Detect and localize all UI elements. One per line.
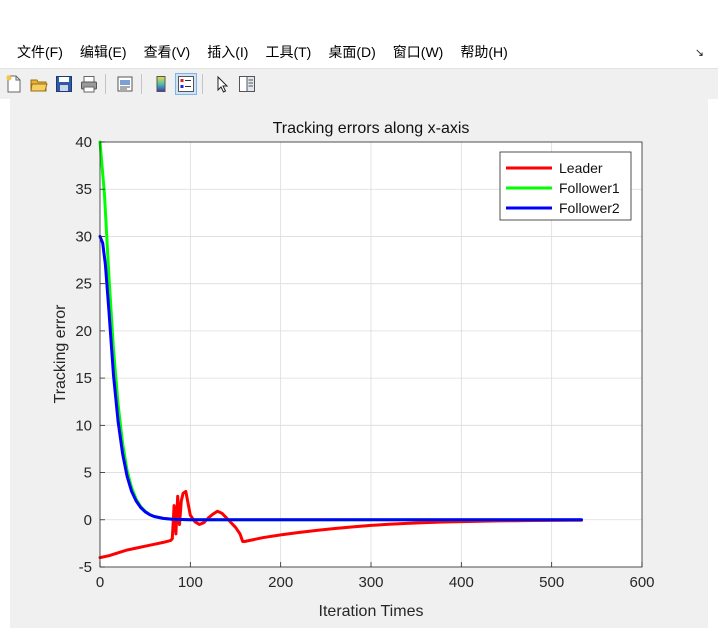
y-tick-label: 0 xyxy=(84,512,92,529)
x-tick-label: 400 xyxy=(449,574,474,591)
legend[interactable]: Leader Follower1 Follower2 xyxy=(499,151,632,221)
menu-desktop[interactable]: 桌面(D) xyxy=(328,44,376,60)
menu-file[interactable]: 文件(F) xyxy=(17,44,63,60)
y-tick-label: 40 xyxy=(75,134,92,151)
y-axis-label: Tracking error xyxy=(52,304,69,404)
colorbar-icon[interactable] xyxy=(150,73,172,95)
menu-view[interactable]: 查看(V) xyxy=(143,44,191,60)
legend-label-follower1: Follower1 xyxy=(559,180,620,196)
pointer-icon[interactable] xyxy=(211,73,233,95)
legend-label-leader: Leader xyxy=(559,160,603,176)
x-tick-label: 500 xyxy=(539,574,564,591)
save-icon[interactable] xyxy=(53,73,75,95)
property-editor-icon[interactable] xyxy=(236,73,258,95)
y-tick-label: 5 xyxy=(84,465,92,482)
x-tick-label: 300 xyxy=(358,574,383,591)
menubar-dock-arrow-icon[interactable]: ↘ xyxy=(694,47,704,59)
series-layer xyxy=(98,140,583,560)
x-tick-label: 100 xyxy=(178,574,203,591)
y-tick-label: 15 xyxy=(75,370,92,387)
menu-bar: 文件(F) 编辑(E) 查看(V) 插入(I) 工具(T) 桌面(D) 窗口(W… xyxy=(0,38,718,66)
series-line-follower2 xyxy=(98,234,583,522)
figure-toolbar xyxy=(0,68,718,99)
x-axis: 0 100 200 300 400 500 600 xyxy=(96,562,655,591)
series-line-leader xyxy=(98,489,583,560)
legend-icon[interactable] xyxy=(175,73,197,95)
y-axis: -5 0 5 10 15 20 25 30 35 40 xyxy=(75,134,105,576)
x-axis-label: Iteration Times xyxy=(319,603,424,620)
y-tick-label: -5 xyxy=(79,559,92,576)
print-icon[interactable] xyxy=(78,73,100,95)
new-figure-icon[interactable] xyxy=(3,73,25,95)
toolbar-separator xyxy=(105,74,106,94)
y-tick-label: 35 xyxy=(75,181,92,198)
chart-title: Tracking errors along x-axis xyxy=(273,120,470,137)
menu-window[interactable]: 窗口(W) xyxy=(392,44,444,60)
y-tick-label: 20 xyxy=(75,323,92,340)
legend-label-follower2: Follower2 xyxy=(559,200,620,216)
menu-edit[interactable]: 编辑(E) xyxy=(79,44,127,60)
print-preview-icon[interactable] xyxy=(114,73,136,95)
open-folder-icon[interactable] xyxy=(28,73,50,95)
toolbar-separator xyxy=(202,74,203,94)
x-tick-label: 600 xyxy=(629,574,654,591)
x-tick-label: 200 xyxy=(268,574,293,591)
y-tick-label: 25 xyxy=(75,276,92,293)
toolbar-separator xyxy=(141,74,142,94)
y-tick-label: 10 xyxy=(75,417,92,434)
figure-canvas: 0 100 200 300 400 500 600 -5 0 5 10 15 20 25 30 35 40 T… xyxy=(10,98,708,628)
menu-tools[interactable]: 工具(T) xyxy=(265,44,312,60)
menu-help[interactable]: 帮助(H) xyxy=(460,44,508,60)
y-tick-label: 30 xyxy=(75,228,92,245)
menu-insert[interactable]: 插入(I) xyxy=(207,44,249,60)
x-tick-label: 0 xyxy=(96,574,104,591)
